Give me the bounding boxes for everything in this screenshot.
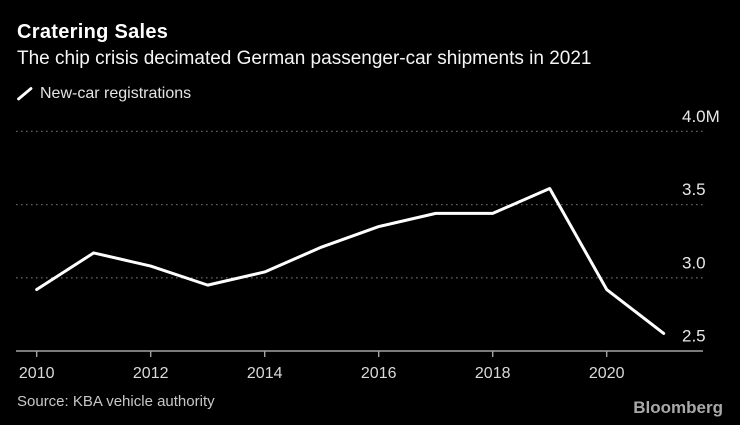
x-axis-label: 2010 [19, 365, 55, 382]
line-swatch-icon [17, 87, 33, 101]
x-axis-label: 2014 [247, 365, 283, 382]
data-line [35, 186, 666, 335]
x-axis-label: 2012 [133, 365, 169, 382]
x-axis-label: 2020 [589, 365, 625, 382]
chart-subtitle: The chip crisis decimated German passeng… [17, 48, 592, 69]
x-axis-label: 2016 [361, 365, 397, 382]
y-axis-label: 2.5 [682, 327, 706, 346]
source-text: Source: KBA vehicle authority [17, 393, 215, 410]
legend-label: New-car registrations [40, 85, 192, 102]
y-axis-label: 3.0 [682, 253, 706, 272]
bloomberg-logo: Bloomberg [633, 398, 723, 417]
y-axis-label: 3.5 [682, 180, 706, 199]
x-axis-label: 2018 [475, 365, 511, 382]
chart-title: Cratering Sales [17, 21, 169, 43]
legend: New-car registrations [17, 85, 191, 103]
y-axis-label: 4.0M [682, 107, 720, 126]
